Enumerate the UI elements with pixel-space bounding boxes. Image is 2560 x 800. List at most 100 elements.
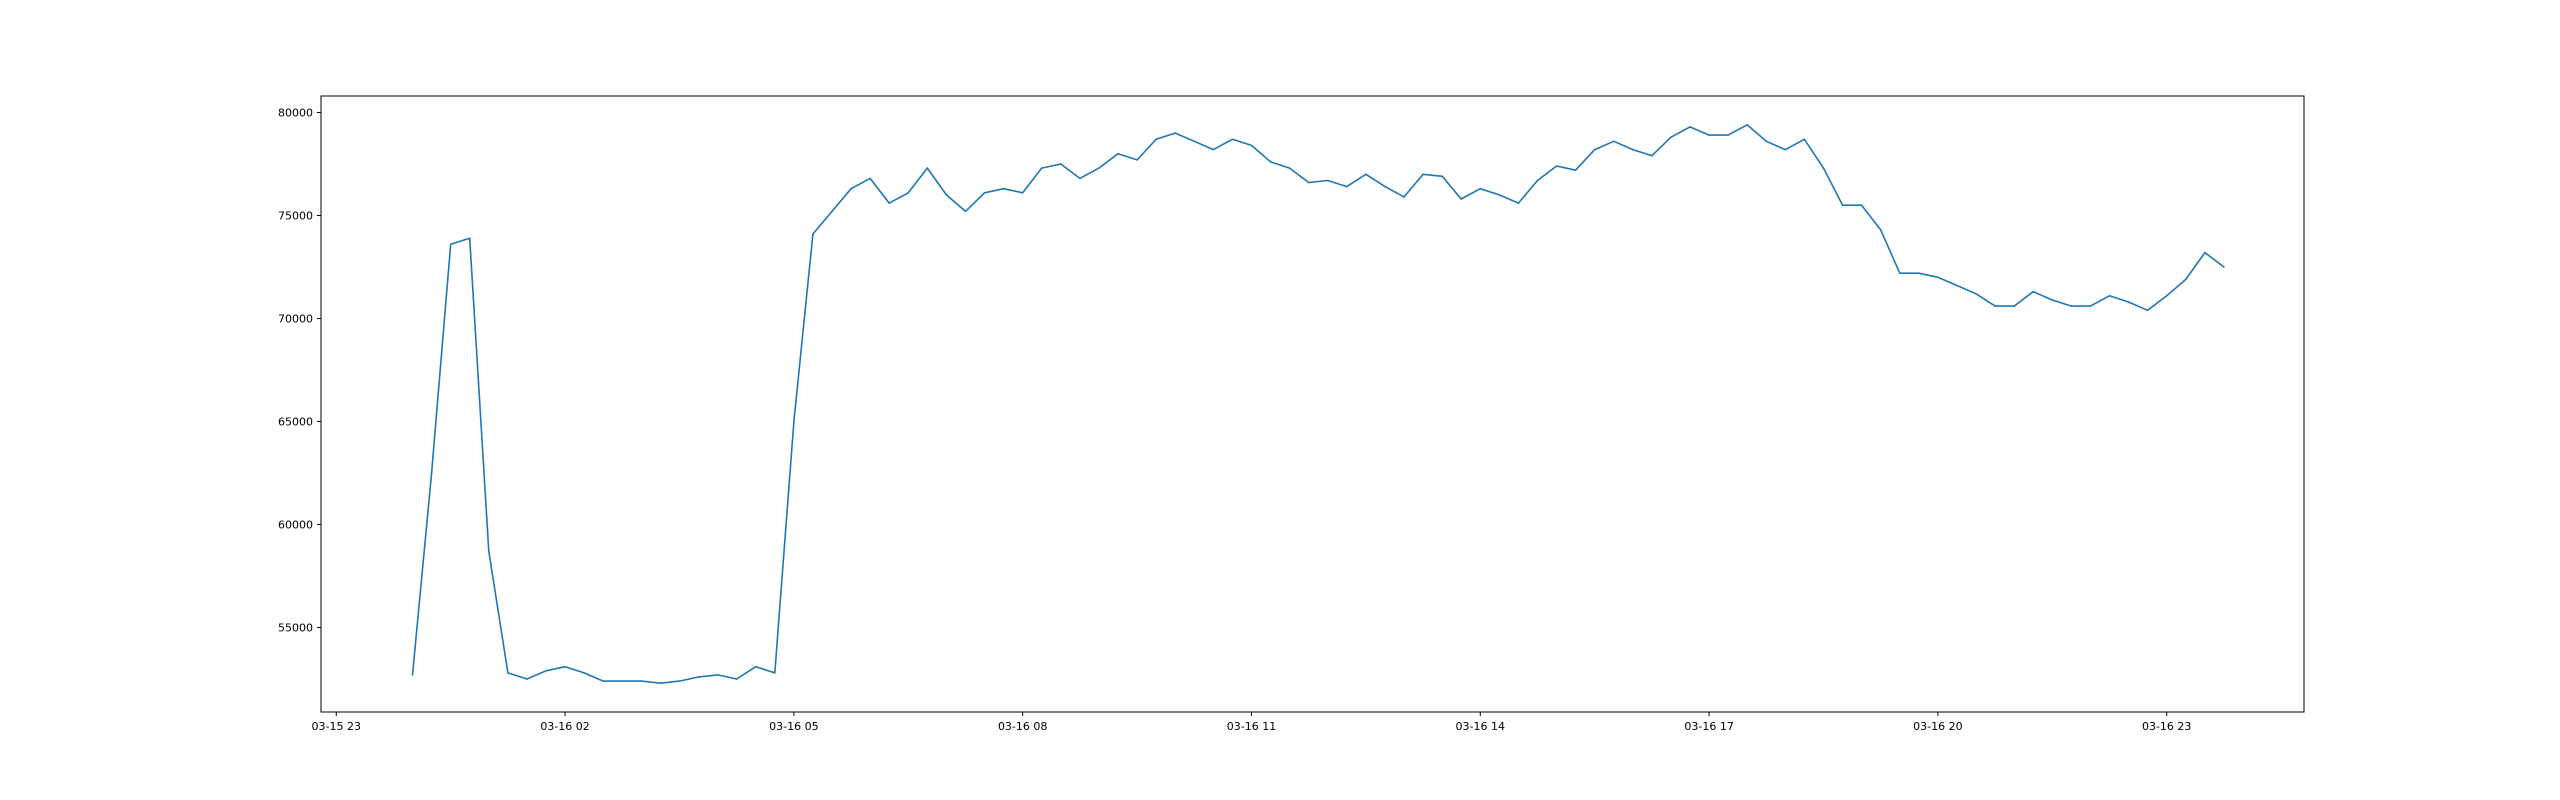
data-point: [2146, 309, 2149, 312]
data-point: [1937, 276, 1939, 279]
data-point: [926, 167, 929, 169]
data-point: [831, 210, 833, 213]
data-point: [1555, 165, 1558, 167]
data-point: [1975, 292, 1977, 295]
data-point: [1060, 163, 1062, 165]
data-point: [1346, 185, 1348, 188]
data-point: [1479, 187, 1482, 190]
data-point: [697, 676, 700, 678]
data-point: [869, 177, 871, 180]
data-point: [1765, 140, 1768, 143]
data-point: [2089, 305, 2092, 307]
data-point: [449, 243, 452, 246]
data-point: [716, 674, 719, 676]
data-point: [735, 678, 738, 680]
data-point: [621, 680, 624, 682]
data-point: [1651, 154, 1653, 157]
data-point: [793, 420, 795, 423]
data-point: [1403, 196, 1405, 198]
data-point: [2223, 266, 2225, 268]
data-point: [640, 680, 643, 682]
data-point: [1822, 167, 1825, 169]
data-point: [1918, 272, 1920, 274]
data-point: [1250, 144, 1253, 147]
data-point: [1956, 284, 1958, 287]
data-point: [964, 210, 967, 213]
data-point: [1307, 181, 1310, 184]
data-point: [1231, 138, 1234, 141]
data-point: [1098, 167, 1100, 169]
x-tick-label: 03-16 14: [1456, 720, 1505, 733]
data-point: [888, 202, 891, 204]
data-point: [1193, 140, 1196, 143]
data-point: [1460, 198, 1463, 200]
data-point: [1002, 187, 1005, 190]
data-point: [945, 194, 948, 196]
data-point: [2204, 251, 2206, 254]
data-point: [983, 192, 986, 194]
data-point: [1670, 136, 1672, 139]
data-point: [1574, 169, 1577, 171]
data-point: [2165, 295, 2168, 297]
series-layer: [411, 124, 2225, 685]
data-point: [659, 682, 662, 684]
data-point: [1632, 148, 1634, 151]
data-point: [774, 672, 776, 674]
data-point: [602, 680, 604, 682]
data-point: [1269, 161, 1272, 163]
data-point: [812, 233, 814, 235]
data-point: [1422, 173, 1424, 176]
data-point: [411, 674, 414, 676]
x-tick-label: 03-16 11: [1227, 720, 1276, 733]
data-point: [1746, 124, 1749, 126]
data-point: [1784, 148, 1787, 151]
data-point: [526, 678, 528, 680]
x-tick-label: 03-16 17: [1684, 720, 1733, 733]
data-point: [1326, 179, 1329, 182]
data-point: [2184, 278, 2187, 281]
data-point: [1612, 140, 1615, 143]
data-point: [1212, 148, 1215, 151]
data-point: [1803, 138, 1806, 141]
x-tick-label: 03-16 08: [998, 720, 1047, 733]
data-point: [2032, 290, 2035, 293]
data-point: [1708, 134, 1710, 136]
data-point: [468, 237, 471, 239]
data-point: [1994, 305, 1996, 307]
data-point: [2127, 301, 2130, 303]
data-point: [2070, 305, 2073, 307]
data-point: [1117, 152, 1119, 155]
data-point: [907, 192, 910, 194]
y-tick-label: 55000: [278, 622, 313, 635]
data-point: [2108, 295, 2111, 297]
data-point: [1689, 126, 1691, 128]
data-point: [1021, 192, 1024, 194]
y-tick-label: 70000: [278, 313, 313, 326]
y-tick-label: 75000: [278, 209, 313, 222]
data-point: [1860, 204, 1863, 206]
x-tick-label: 03-16 20: [1913, 720, 1962, 733]
data-point: [1841, 204, 1844, 206]
x-tick-label: 03-15 23: [312, 720, 361, 733]
data-point: [2013, 305, 2015, 307]
x-tick-label: 03-16 23: [2142, 720, 2191, 733]
data-point: [850, 187, 852, 190]
data-point: [2051, 299, 2054, 301]
data-point: [1898, 272, 1901, 274]
data-point: [564, 665, 566, 668]
data-point: [1441, 175, 1443, 178]
data-point: [1155, 138, 1157, 141]
data-point: [1384, 185, 1386, 188]
y-tick-label: 80000: [278, 106, 313, 119]
data-point: [1288, 167, 1291, 169]
series-line: [411, 124, 2225, 685]
data-point: [678, 680, 681, 682]
data-point: [754, 665, 757, 668]
data-point: [430, 472, 433, 474]
data-point: [1536, 179, 1539, 182]
data-point: [1879, 229, 1882, 231]
data-point: [1365, 173, 1367, 176]
y-tick-label: 60000: [278, 519, 313, 532]
data-point: [1498, 194, 1501, 196]
